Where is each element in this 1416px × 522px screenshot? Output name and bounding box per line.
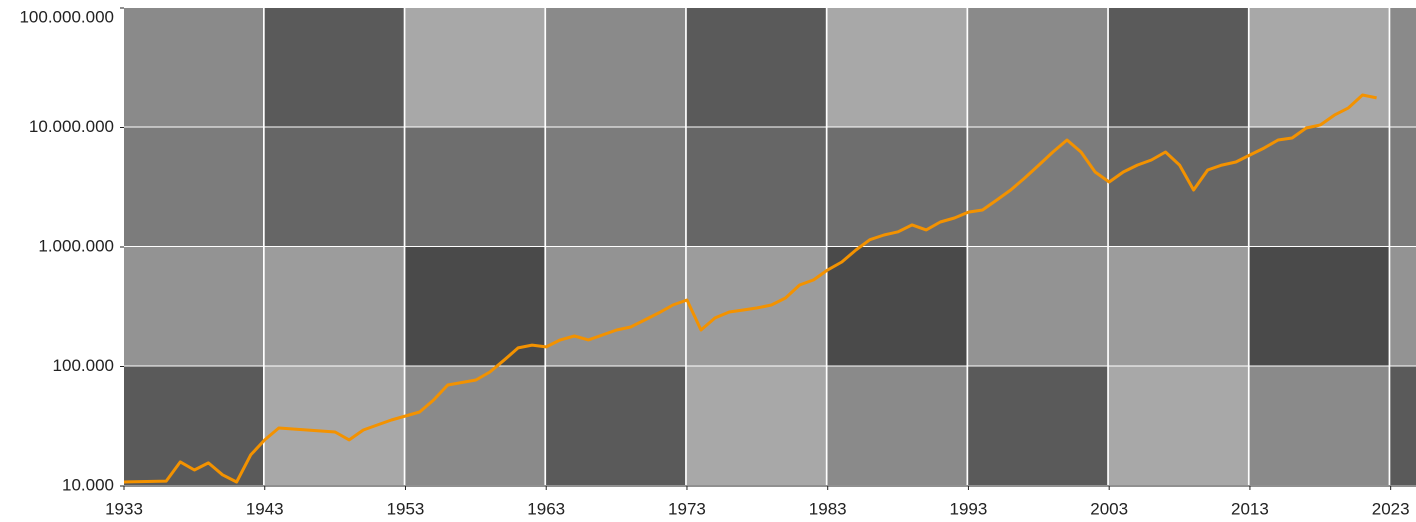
- y-tick-label: 1.000.000: [38, 236, 114, 255]
- photo: [1109, 128, 1248, 247]
- photo: [265, 128, 404, 247]
- photo: [828, 367, 967, 486]
- photo: [1109, 8, 1248, 127]
- photo: [828, 247, 967, 366]
- photo: [124, 247, 263, 366]
- x-tick-label: 1953: [387, 499, 425, 518]
- photo: [265, 367, 404, 486]
- photo: [1250, 367, 1389, 486]
- photo: [968, 247, 1107, 366]
- photo: [124, 128, 263, 247]
- photo: [124, 367, 263, 486]
- photo: [1390, 367, 1416, 486]
- x-tick-label: 1983: [809, 499, 847, 518]
- y-tick-label: 10.000.000: [29, 117, 114, 136]
- y-tick-label: 100.000.000: [19, 7, 114, 26]
- x-tick-label: 2003: [1090, 499, 1128, 518]
- photo: [828, 8, 967, 127]
- photo: [968, 367, 1107, 486]
- photo: [1390, 247, 1416, 366]
- photo: [546, 247, 685, 366]
- photo: [546, 8, 685, 127]
- photo: [1390, 128, 1416, 247]
- x-tick-label: 2023: [1372, 499, 1410, 518]
- photo: [1109, 247, 1248, 366]
- photo: [687, 247, 826, 366]
- photo: [687, 128, 826, 247]
- photo: [265, 8, 404, 127]
- photo: [1390, 8, 1416, 127]
- photo: [968, 8, 1107, 127]
- photo: [546, 128, 685, 247]
- y-tick-label: 100.000: [53, 356, 114, 375]
- x-tick-label: 1993: [950, 499, 988, 518]
- x-tick-label: 1963: [527, 499, 565, 518]
- photo: [124, 8, 263, 127]
- photo: [1250, 247, 1389, 366]
- photo: [546, 367, 685, 486]
- photo: [828, 128, 967, 247]
- photo: [968, 128, 1107, 247]
- photo: [265, 247, 404, 366]
- chart: 10.000 100.000 1.000.000 10.000.000 100.000.…: [0, 0, 1416, 522]
- photo: [405, 128, 544, 247]
- x-tick-label: 1933: [105, 499, 143, 518]
- x-tick-label: 1973: [668, 499, 706, 518]
- photo: [405, 367, 544, 486]
- photo-grid: [124, 8, 1416, 485]
- photo: [1109, 367, 1248, 486]
- x-tick-label: 1943: [246, 499, 284, 518]
- photo: [405, 8, 544, 127]
- photo: [687, 367, 826, 486]
- x-tick-label: 2013: [1231, 499, 1269, 518]
- page: {"chart_data": {"type": "line", "log_y":…: [0, 0, 1416, 522]
- photo: [687, 8, 826, 127]
- photo: [1250, 8, 1389, 127]
- y-tick-label: 10.000: [62, 475, 114, 494]
